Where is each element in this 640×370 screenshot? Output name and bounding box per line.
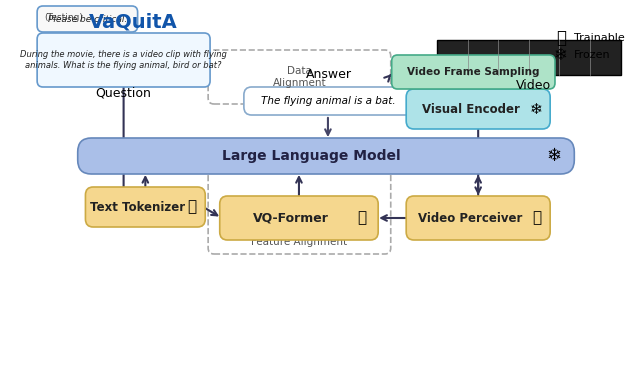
Text: Data
Alignment: Data Alignment: [273, 66, 326, 88]
FancyBboxPatch shape: [37, 6, 138, 32]
Text: Video Frame Sampling: Video Frame Sampling: [407, 67, 540, 77]
Text: The flying animal is a bat.: The flying animal is a bat.: [261, 96, 396, 106]
Text: Text Tokenizer: Text Tokenizer: [90, 201, 185, 213]
Text: ❄️: ❄️: [531, 101, 543, 117]
Text: 🔥: 🔥: [532, 211, 541, 225]
Text: Video Perceiver: Video Perceiver: [419, 212, 523, 225]
FancyBboxPatch shape: [37, 33, 210, 87]
Text: Visual Encoder: Visual Encoder: [422, 102, 520, 115]
Text: Answer: Answer: [305, 68, 351, 81]
FancyBboxPatch shape: [220, 196, 378, 240]
Text: Frozen: Frozen: [574, 50, 611, 60]
Text: Feature Alignment: Feature Alignment: [252, 237, 348, 247]
Text: ❄️: ❄️: [554, 46, 568, 64]
Text: (Testing): (Testing): [44, 13, 83, 21]
Text: 🔥: 🔥: [556, 29, 566, 47]
FancyBboxPatch shape: [406, 196, 550, 240]
Text: Video: Video: [516, 78, 551, 91]
Text: ❄️: ❄️: [547, 147, 563, 165]
Text: Please be critical.: Please be critical.: [48, 14, 127, 24]
Text: VaQuitA: VaQuitA: [90, 13, 178, 31]
FancyBboxPatch shape: [392, 55, 555, 89]
Text: Large Language Model: Large Language Model: [222, 149, 401, 163]
FancyBboxPatch shape: [77, 138, 574, 174]
Text: 🔥: 🔥: [187, 199, 196, 215]
Text: Question: Question: [95, 87, 152, 100]
FancyBboxPatch shape: [406, 89, 550, 129]
Text: 🔥: 🔥: [357, 211, 366, 225]
FancyBboxPatch shape: [244, 87, 413, 115]
FancyBboxPatch shape: [85, 187, 205, 227]
FancyBboxPatch shape: [437, 40, 621, 75]
Text: VQ-Former: VQ-Former: [253, 212, 329, 225]
Text: Trainable: Trainable: [574, 33, 625, 43]
Text: During the movie, there is a video clip with flying
animals. What is the flying : During the movie, there is a video clip …: [20, 50, 227, 70]
